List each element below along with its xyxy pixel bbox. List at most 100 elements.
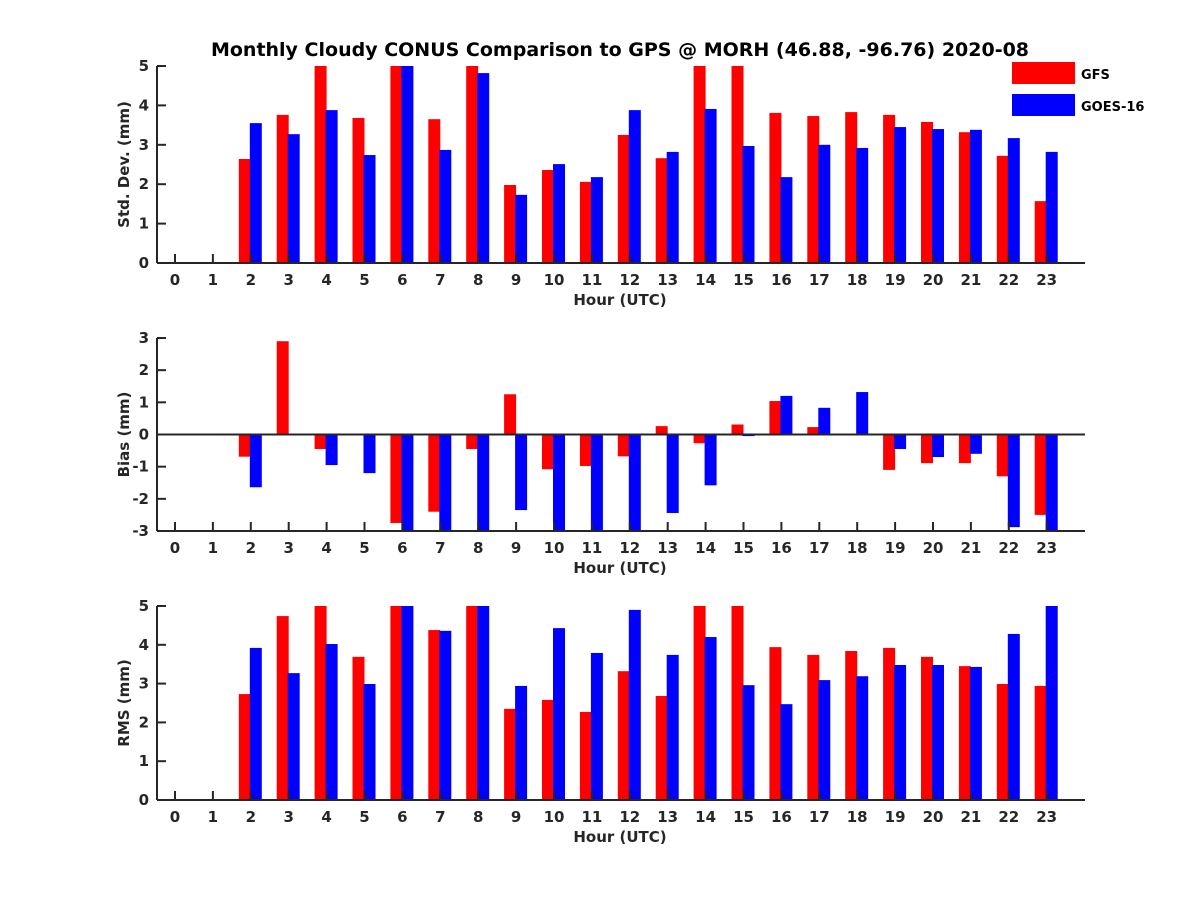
x-tick-label: 23 xyxy=(1036,539,1057,557)
x-tick-label: 1 xyxy=(208,271,218,289)
bar-stddev-goes16-hour-5 xyxy=(363,155,376,263)
y-tick-label: 2 xyxy=(139,175,149,193)
bar-bias-gfs-hour-19 xyxy=(883,434,896,470)
bar-stddev-goes16-hour-13 xyxy=(666,151,679,263)
x-tick-label: 4 xyxy=(321,539,331,557)
x-tick-label: 11 xyxy=(581,808,602,826)
x-tick-label: 13 xyxy=(657,539,678,557)
chart-title: Monthly Cloudy CONUS Comparison to GPS @… xyxy=(211,39,1029,61)
bar-bias-goes16-hour-12 xyxy=(628,434,641,531)
x-tick-label: 5 xyxy=(359,808,369,826)
bar-bias-goes16-hour-23 xyxy=(1045,434,1058,531)
x-tick-label: 18 xyxy=(847,539,868,557)
bar-stddev-gfs-hour-11 xyxy=(579,181,592,263)
x-tick-label: 0 xyxy=(170,539,180,557)
x-tick-label: 2 xyxy=(246,539,256,557)
bar-stddev-goes16-hour-11 xyxy=(590,177,603,263)
legend-swatch-goes16 xyxy=(1012,94,1075,116)
bar-stddev-goes16-hour-10 xyxy=(553,164,565,263)
bar-stddev-goes16-hour-14 xyxy=(704,108,717,263)
bar-bias-goes16-hour-20 xyxy=(932,434,944,458)
y-tick-label: 5 xyxy=(139,597,149,615)
bar-rms-gfs-hour-15 xyxy=(731,606,744,800)
x-tick-label: 19 xyxy=(885,539,906,557)
bar-rms-goes16-hour-16 xyxy=(780,704,793,800)
x-tick-label: 3 xyxy=(283,808,293,826)
x-tick-label: 4 xyxy=(321,808,331,826)
y-tick-label: 3 xyxy=(139,675,149,693)
x-tick-label: 15 xyxy=(733,808,754,826)
bar-rms-gfs-hour-3 xyxy=(276,616,289,800)
bar-rms-goes16-hour-21 xyxy=(969,666,982,800)
x-tick-label: 18 xyxy=(847,808,868,826)
y-tick-label: 3 xyxy=(139,329,149,347)
bar-bias-gfs-hour-15 xyxy=(731,424,744,435)
x-tick-label: 16 xyxy=(771,808,792,826)
bar-stddev-gfs-hour-20 xyxy=(921,121,933,263)
x-tick-label: 13 xyxy=(657,271,678,289)
y-tick-label: 0 xyxy=(139,791,149,809)
bar-bias-gfs-hour-4 xyxy=(314,434,327,449)
bar-bias-gfs-hour-21 xyxy=(958,434,971,464)
x-tick-label: 8 xyxy=(473,271,483,289)
bar-stddev-gfs-hour-21 xyxy=(958,132,971,263)
bar-bias-gfs-hour-20 xyxy=(921,434,933,464)
x-axis-label-bias: Hour (UTC) xyxy=(573,559,666,577)
x-tick-label: 23 xyxy=(1036,808,1057,826)
x-tick-label: 6 xyxy=(397,539,407,557)
x-tick-label: 2 xyxy=(246,808,256,826)
bar-bias-gfs-hour-8 xyxy=(466,434,479,449)
bar-stddev-gfs-hour-15 xyxy=(731,66,744,263)
x-tick-label: 15 xyxy=(733,539,754,557)
x-axis-label-rms: Hour (UTC) xyxy=(573,828,666,846)
x-tick-label: 0 xyxy=(170,271,180,289)
bar-bias-gfs-hour-7 xyxy=(428,434,441,512)
bar-bias-goes16-hour-8 xyxy=(477,434,490,531)
bar-rms-gfs-hour-16 xyxy=(769,647,782,800)
x-tick-label: 11 xyxy=(581,271,602,289)
bar-bias-goes16-hour-10 xyxy=(553,434,565,531)
bar-bias-goes16-hour-21 xyxy=(969,434,982,454)
bar-rms-goes16-hour-19 xyxy=(894,664,907,800)
bar-bias-gfs-hour-22 xyxy=(996,434,1009,477)
x-tick-label: 14 xyxy=(695,539,716,557)
y-axis-label-stddev: Std. Dev. (mm) xyxy=(115,101,133,228)
bar-stddev-goes16-hour-18 xyxy=(856,147,869,263)
legend: GFS GOES-16 xyxy=(1012,62,1144,116)
x-tick-label: 17 xyxy=(809,808,830,826)
bar-bias-gfs-hour-9 xyxy=(504,394,517,435)
bar-bias-gfs-hour-14 xyxy=(693,434,706,444)
x-tick-label: 18 xyxy=(847,271,868,289)
x-tick-label: 3 xyxy=(283,271,293,289)
x-tick-label: 7 xyxy=(435,271,445,289)
bar-bias-goes16-hour-14 xyxy=(704,434,717,486)
bar-bias-goes16-hour-2 xyxy=(249,434,262,488)
x-tick-label: 10 xyxy=(544,271,565,289)
bar-stddev-gfs-hour-9 xyxy=(504,184,517,263)
bar-stddev-gfs-hour-16 xyxy=(769,112,782,263)
bar-rms-goes16-hour-6 xyxy=(401,606,414,800)
bar-rms-gfs-hour-20 xyxy=(921,656,933,800)
y-tick-label: 1 xyxy=(139,215,149,233)
bar-bias-goes16-hour-13 xyxy=(666,434,679,513)
bar-rms-goes16-hour-2 xyxy=(249,647,262,800)
bar-stddev-gfs-hour-6 xyxy=(390,66,403,263)
bar-stddev-goes16-hour-21 xyxy=(969,129,982,263)
bar-stddev-goes16-hour-4 xyxy=(325,110,338,264)
bar-stddev-gfs-hour-22 xyxy=(996,155,1009,263)
y-axis-label-rms: RMS (mm) xyxy=(115,659,133,746)
bar-stddev-gfs-hour-17 xyxy=(807,116,820,264)
y-tick-label: 2 xyxy=(139,361,149,379)
bar-bias-goes16-hour-11 xyxy=(590,434,603,531)
bar-bias-goes16-hour-22 xyxy=(1007,434,1020,528)
bar-rms-goes16-hour-11 xyxy=(590,652,603,800)
bar-rms-gfs-hour-7 xyxy=(428,630,441,800)
bar-stddev-gfs-hour-2 xyxy=(238,158,251,263)
bar-rms-gfs-hour-12 xyxy=(617,671,630,800)
bar-bias-gfs-hour-6 xyxy=(390,434,403,523)
legend-swatch-gfs xyxy=(1012,62,1075,84)
bar-bias-gfs-hour-10 xyxy=(542,434,554,470)
